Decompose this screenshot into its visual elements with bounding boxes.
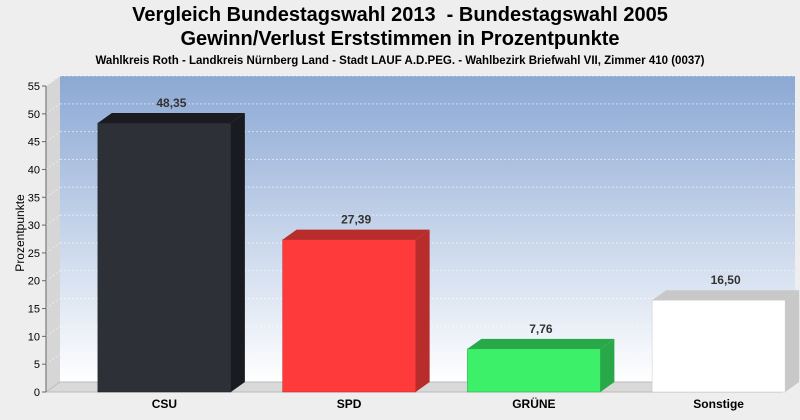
chart-subtitle: Wahlkreis Roth - Landkreis Nürnberg Land… [95,55,705,67]
grid-line-side [45,75,61,87]
bar-front [467,348,601,393]
bar-top [652,290,800,301]
x-tick-label: GRÜNE [512,396,555,411]
y-tick-label: 10 [28,331,40,343]
y-tick-label: 20 [28,276,40,288]
bar-side [600,338,615,392]
x-tick-label: CSU [152,397,177,411]
bar-front [97,122,232,393]
bar-top [282,229,430,240]
x-tick-label: Sonstige [693,397,744,411]
y-tick-label: 35 [28,192,40,204]
y-tick-label: 25 [28,248,40,260]
bar-top [467,338,615,349]
bar-front [282,239,416,393]
grid-line-side [45,353,61,365]
bars: 48,35 27,39 7,76 16,50 [97,96,800,393]
bar-csu: 48,35 [97,96,245,393]
bar-spd: 27,39 [282,213,430,393]
grid-line-side [45,325,61,337]
x-tick-label: SPD [337,397,362,411]
bar-value-label: 16,50 [711,273,741,287]
bar-side [230,112,245,393]
y-tick-label: 40 [28,164,40,176]
bar-sonstige: 16,50 [651,273,800,393]
y-tick-label: 50 [28,109,40,121]
y-axis-label: Prozentpunkte [13,194,27,272]
chart-title-line1: Vergleich Bundestagswahl 2013 - Bundesta… [132,4,668,26]
grid-line-side [45,298,61,309]
y-tick-label: 0 [34,387,40,399]
bar-value-label: 27,39 [341,213,371,227]
y-tick-label: 30 [28,220,40,232]
bar-front [651,299,786,393]
bar-value-label: 7,76 [529,322,553,336]
grid-line-side [45,214,61,226]
bar-value-label: 48,35 [156,96,186,110]
chart-title-line2: Gewinn/Verlust Erststimmen in Prozentpun… [180,28,620,50]
bar-side [785,290,800,392]
grid-line-side [45,186,61,198]
y-tick-label: 55 [28,81,40,93]
x-axis: CSU SPD GRÜNE Sonstige [152,396,745,411]
plot-side-wall [46,76,60,392]
grid-line-side [45,159,61,170]
grid-line-side [45,270,61,282]
bar-side [415,229,430,392]
grid-line-side [45,103,61,115]
y-tick-label: 15 [28,304,40,316]
grid-line-side [45,131,61,143]
y-axis: 0 5 10 15 20 25 30 35 40 45 50 55 [28,81,47,399]
bar-gr-ne: 7,76 [467,322,615,393]
grid-line-side [45,242,61,254]
y-tick-label: 45 [28,137,40,149]
y-tick-label: 5 [34,359,40,371]
bar-top [97,112,245,123]
